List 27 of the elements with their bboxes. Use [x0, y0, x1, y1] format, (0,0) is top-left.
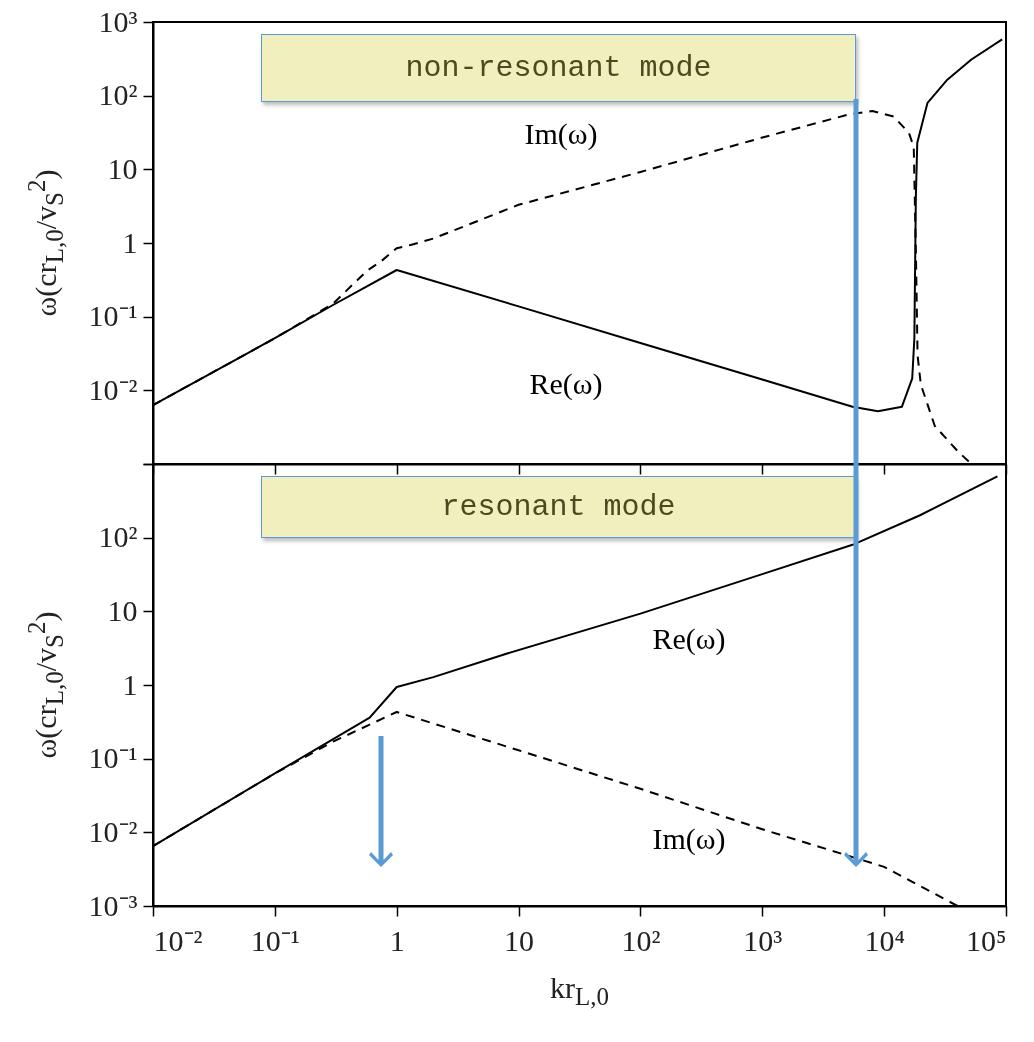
x-tick-label: 1 — [389, 923, 405, 957]
y-tick-label: 10² — [98, 520, 138, 554]
x-tick-label: 10⁻² — [153, 923, 203, 957]
y-tick-label: 10⁻² — [88, 814, 138, 848]
y-tick-label: 10 — [107, 151, 138, 185]
y-tick-label: 10² — [98, 78, 138, 112]
x-tick-label: 10⁴ — [864, 923, 905, 957]
y-tick-label: 10⁻² — [88, 372, 138, 406]
y-tick-label: 10 — [107, 593, 138, 627]
y-tick-label: 10⁻¹ — [88, 741, 138, 775]
text-box: resonant mode — [261, 476, 856, 538]
series-label: Im(ω) — [652, 822, 726, 856]
series-label: Re(ω) — [529, 367, 603, 401]
x-tick-label: 10⁵ — [966, 923, 1007, 957]
x-tick-label: 10⁻¹ — [250, 923, 300, 957]
y-tick-label: 1 — [122, 667, 138, 701]
y-tick-label: 10³ — [98, 4, 138, 38]
series-label: Im(ω) — [524, 117, 598, 151]
text-box: non-resonant mode — [261, 34, 856, 102]
x-tick-label: 10³ — [743, 923, 783, 957]
x-axis-title: kr$_{L,0}$ — [549, 971, 610, 1011]
x-tick-label: 10 — [504, 923, 535, 957]
y-tick-label: 10⁻¹ — [88, 299, 138, 333]
y-tick-label: 1 — [122, 225, 138, 259]
series-label: Re(ω) — [652, 622, 726, 656]
x-tick-label: 10² — [621, 923, 661, 957]
y-tick-label: 10⁻³ — [88, 888, 138, 922]
